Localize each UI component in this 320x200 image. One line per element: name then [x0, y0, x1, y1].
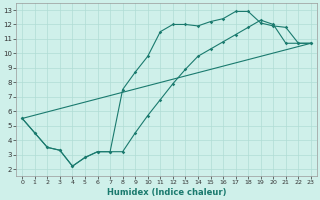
X-axis label: Humidex (Indice chaleur): Humidex (Indice chaleur) — [107, 188, 226, 197]
